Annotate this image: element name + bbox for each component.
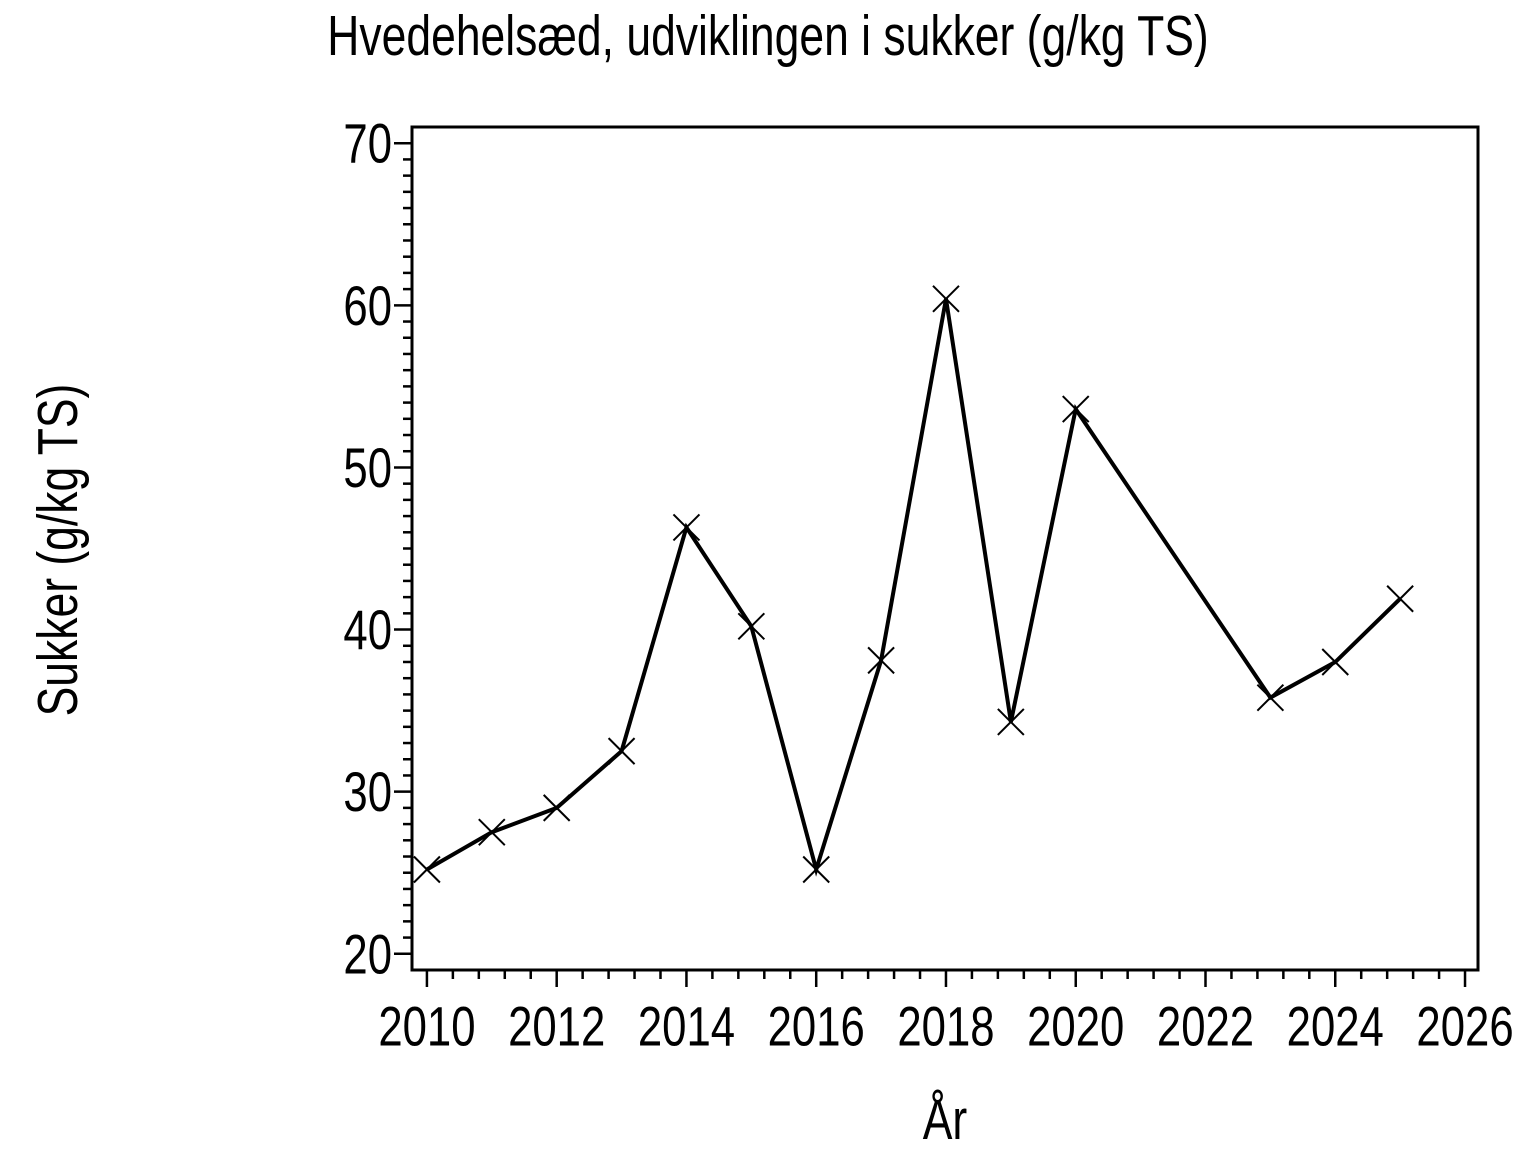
x-marker [478,818,506,846]
x-tick-label: 2026 [1416,995,1513,1058]
x-tick-label: 2018 [897,995,994,1058]
x-marker [997,708,1025,736]
y-tick-label: 50 [343,436,392,499]
x-marker [607,737,636,765]
y-tick-label: 40 [343,598,392,661]
y-tick-label: 60 [343,274,392,337]
x-marker [1386,585,1414,613]
x-marker [1062,395,1090,423]
x-marker [542,794,571,822]
x-marker [867,646,895,675]
x-tick-label: 2016 [768,995,865,1058]
y-tick-label: 70 [343,112,392,175]
x-marker [932,285,960,313]
x-tick-label: 2010 [378,995,475,1058]
x-marker [802,855,830,884]
x-tick-label: 2014 [638,995,735,1058]
x-marker [1256,683,1285,712]
y-tick-label: 20 [343,922,392,985]
x-tick-label: 2020 [1027,995,1124,1058]
y-tick-label: 30 [343,760,392,823]
x-marker [672,513,701,542]
tick-labels: 20 30 40 50 60 70 2010 2012 2014 2016 2018 2020 2022… [343,112,1513,1058]
x-marker [1321,648,1349,676]
x-marker [737,612,766,641]
x-tick-label: 2024 [1287,995,1384,1058]
x-axis-title: År [923,1088,968,1152]
x-tick-label: 2012 [508,995,605,1058]
chart-title: Hvedehelsæd, udviklingen i sukker (g/kg … [327,4,1208,68]
x-marker [413,855,441,884]
y-axis-title: Sukker (g/kg TS) [26,384,90,717]
data-markers [413,285,1414,884]
axis-ticks [394,141,1467,987]
x-tick-label: 2022 [1157,995,1254,1058]
